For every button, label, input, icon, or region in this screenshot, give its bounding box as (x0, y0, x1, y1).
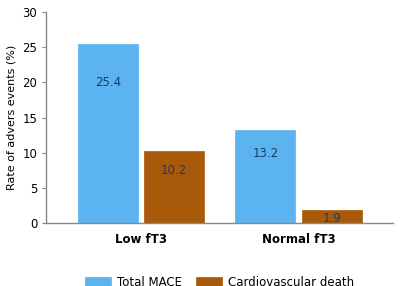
Bar (302, 210, 362, 223)
Bar (144, 151, 204, 223)
Text: 10.2: 10.2 (161, 164, 187, 177)
Legend: Total MACE, Cardiovascular death: Total MACE, Cardiovascular death (80, 271, 359, 286)
Bar (236, 130, 295, 223)
Text: 13.2: 13.2 (252, 147, 278, 160)
Text: 25.4: 25.4 (95, 76, 121, 90)
Text: 1.9: 1.9 (322, 212, 341, 225)
Bar (78, 44, 138, 223)
Y-axis label: Rate of advers events (%): Rate of advers events (%) (7, 45, 17, 190)
